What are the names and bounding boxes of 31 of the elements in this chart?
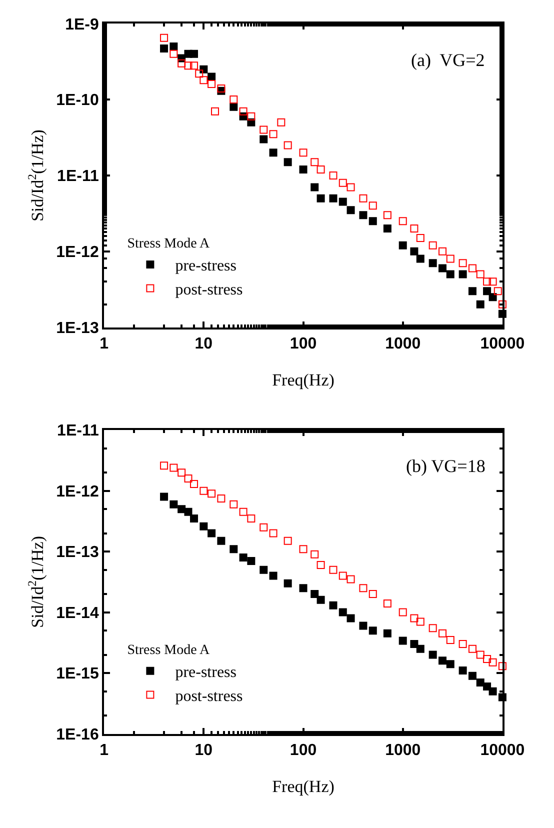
- y-tick-label: 1E-10: [56, 92, 99, 110]
- x-axis-title: Freq(Hz): [272, 370, 334, 390]
- annotation: (b) VG=18: [406, 456, 486, 476]
- x-tick-label: 100: [290, 335, 317, 352]
- y-tick-label: 1E-15: [56, 666, 99, 683]
- x-tick-label: 1: [100, 335, 109, 352]
- x-tick-label: 1: [100, 742, 109, 759]
- y-tick-label: 1E-12: [56, 244, 99, 261]
- x-tick-label: 1000: [385, 335, 421, 352]
- legend-title: Stress Mode A: [127, 236, 211, 252]
- x-tick-label: 1000: [385, 742, 421, 759]
- legend-title: Stress Mode A: [127, 643, 211, 658]
- y-tick-label: 1E-11: [57, 168, 99, 186]
- legend-label: pre-stress: [175, 664, 237, 682]
- x-tick-label: 10000: [480, 742, 525, 759]
- legend-label: post-stress: [175, 281, 243, 298]
- y-tick-label: 1E-11: [57, 422, 99, 440]
- y-tick-label: 1E-12: [56, 483, 99, 500]
- y-tick-label: 1E-13: [56, 320, 99, 337]
- y-tick-label: 1E-14: [56, 604, 99, 622]
- legend-label: pre-stress: [175, 258, 237, 275]
- annotation: (a) VG=2: [411, 50, 485, 70]
- x-tick-label: 100: [290, 742, 317, 759]
- x-axis-title: Freq(Hz): [272, 776, 334, 796]
- y-tick-label: 1E-9: [65, 16, 99, 34]
- legend-label: post-stress: [175, 688, 243, 705]
- y-tick-label: 1E-16: [56, 726, 99, 744]
- y-tick-label: 1E-13: [56, 544, 99, 562]
- x-tick-label: 10: [194, 335, 213, 352]
- x-tick-label: 10000: [480, 335, 525, 352]
- x-tick-label: 10: [194, 742, 213, 759]
